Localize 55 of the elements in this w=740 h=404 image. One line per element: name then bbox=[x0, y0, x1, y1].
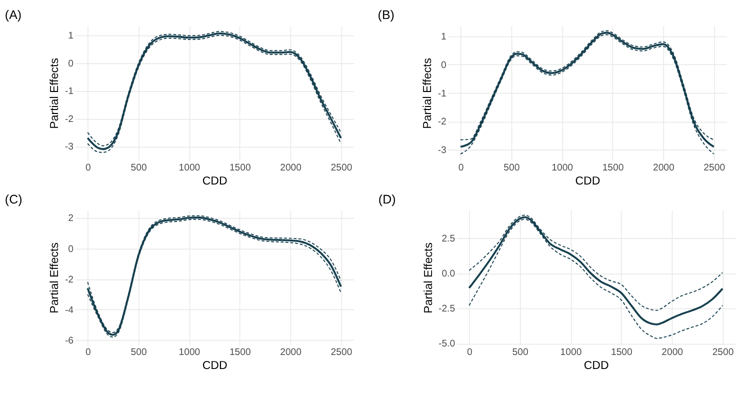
x-tick-label: 1500 bbox=[610, 346, 632, 358]
y-tick-label: 2.5 bbox=[442, 234, 456, 245]
y-tick-label: -3 bbox=[64, 142, 74, 153]
y-tick-label: 0 bbox=[68, 58, 74, 70]
y-tick-label: 2 bbox=[68, 213, 74, 224]
y-tick-label: -2.5 bbox=[438, 304, 456, 315]
x-tick-label: 2500 bbox=[712, 346, 734, 358]
x-tick-label: 0 bbox=[85, 162, 91, 174]
y-tick-label: -4 bbox=[64, 304, 74, 316]
x-tick-label: 0 bbox=[458, 162, 464, 174]
x-tick-label: 0 bbox=[85, 346, 91, 358]
x-tick-label: 500 bbox=[512, 346, 528, 358]
x-tick-label: 1000 bbox=[178, 162, 200, 174]
y-axis-title: Partial Effects bbox=[49, 58, 62, 129]
chart-title: (C) bbox=[4, 192, 22, 206]
y-tick-label: -2 bbox=[64, 274, 74, 286]
y-tick-label: -6 bbox=[64, 336, 74, 347]
x-tick-label: 0 bbox=[466, 346, 472, 358]
y-axis-title: Partial Effects bbox=[422, 58, 434, 129]
x-axis-title: CDD bbox=[202, 176, 228, 188]
y-tick-label: -2 bbox=[438, 116, 446, 128]
x-tick-label: 2500 bbox=[330, 162, 352, 174]
x-tick-label: 2500 bbox=[330, 346, 352, 358]
x-tick-label: 1000 bbox=[552, 162, 574, 174]
x-tick-label: 1500 bbox=[602, 162, 624, 174]
x-tick-label: 500 bbox=[130, 346, 147, 358]
x-axis-title: CDD bbox=[575, 176, 600, 188]
x-tick-label: 2000 bbox=[280, 162, 302, 174]
x-tick-label: 1000 bbox=[178, 346, 200, 358]
y-tick-label: 0 bbox=[68, 244, 74, 255]
y-tick-label: -2 bbox=[64, 114, 74, 125]
chart-title: (D) bbox=[378, 192, 396, 206]
x-tick-label: 1000 bbox=[560, 346, 582, 358]
x-tick-label: 500 bbox=[504, 162, 520, 174]
y-tick-label: -1 bbox=[64, 86, 74, 98]
x-tick-label: 2000 bbox=[662, 346, 684, 358]
y-axis-title: Partial Effects bbox=[422, 242, 435, 314]
x-tick-label: 1500 bbox=[229, 346, 251, 358]
chart-title: (B) bbox=[378, 8, 394, 22]
x-axis-title: CDD bbox=[202, 360, 228, 372]
x-tick-label: 2000 bbox=[652, 162, 674, 174]
x-tick-label: 1500 bbox=[229, 162, 251, 174]
y-tick-label: 1 bbox=[441, 32, 446, 43]
y-tick-label: 0.0 bbox=[442, 268, 456, 280]
x-tick-label: 2000 bbox=[280, 346, 302, 358]
y-tick-label: -1 bbox=[438, 88, 446, 100]
y-tick-label: -5.0 bbox=[438, 338, 456, 350]
x-tick-label: 2500 bbox=[704, 162, 726, 174]
y-tick-label: 0 bbox=[441, 60, 446, 71]
y-tick-label: -3 bbox=[438, 145, 446, 156]
x-axis-title: CDD bbox=[584, 360, 609, 372]
x-tick-label: 500 bbox=[130, 162, 147, 174]
y-tick-label: 1 bbox=[68, 30, 74, 42]
y-axis-title: Partial Effects bbox=[49, 242, 62, 314]
chart-title: (A) bbox=[4, 8, 22, 22]
